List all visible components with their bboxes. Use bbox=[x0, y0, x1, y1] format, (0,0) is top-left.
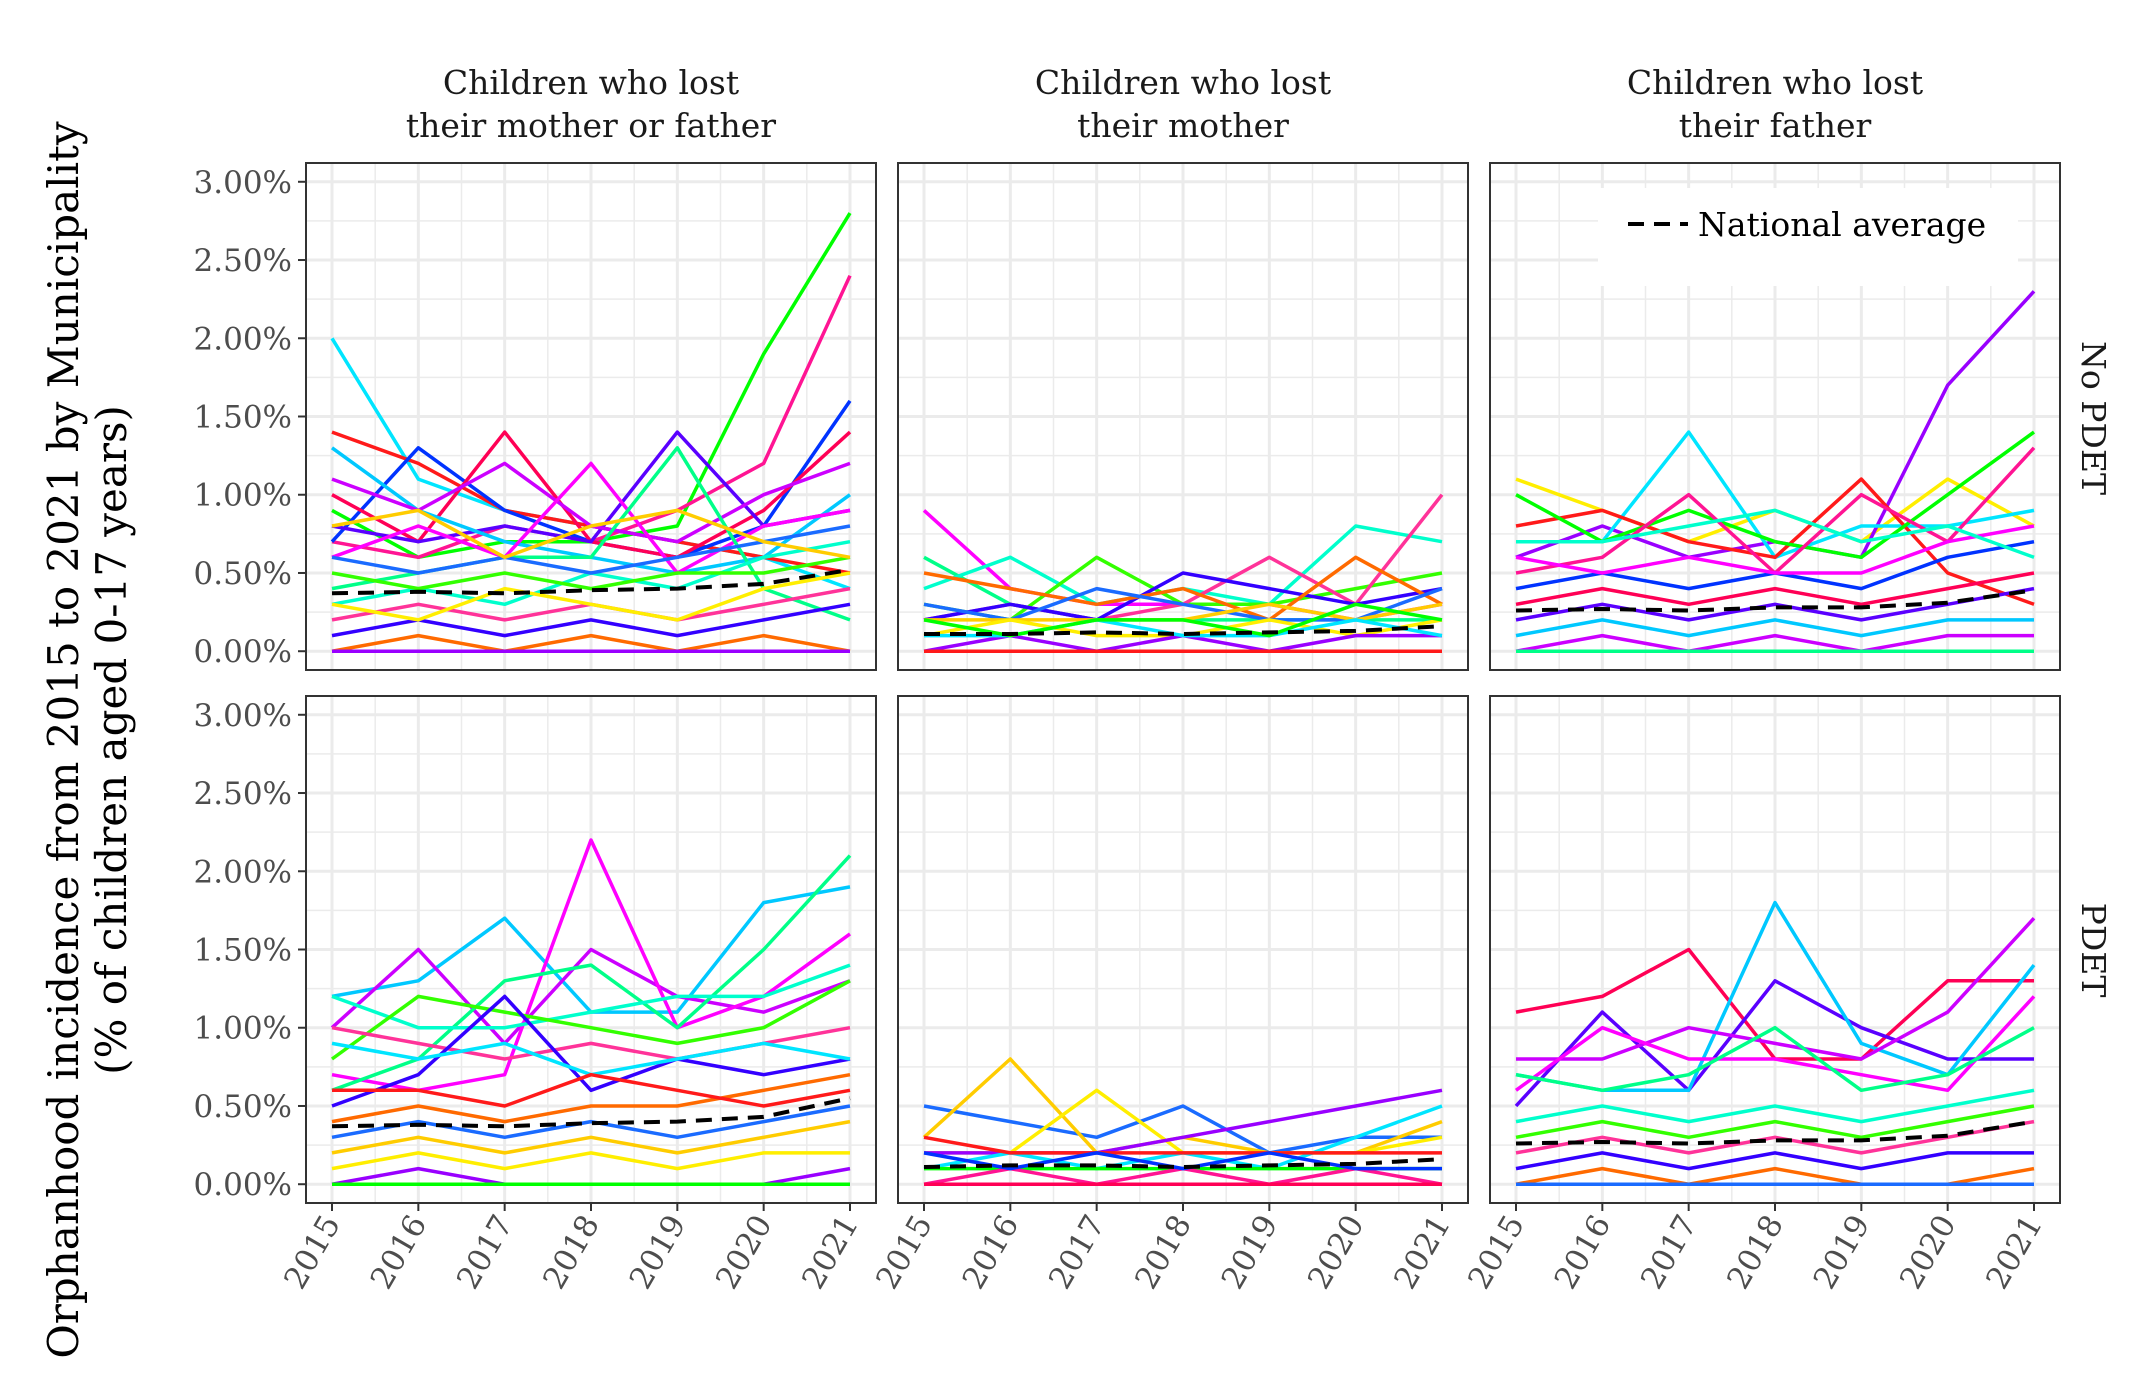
municipality-series-line bbox=[1515, 524, 2035, 575]
municipality-series-line bbox=[330, 947, 851, 1046]
facet-column-title-1-line-1: Children who lost bbox=[443, 63, 739, 102]
municipality-lines bbox=[1514, 900, 2036, 1186]
municipality-series-line bbox=[332, 1072, 851, 1108]
facet-column-title-2-line-1: Children who lost bbox=[1035, 63, 1331, 102]
municipality-series-line bbox=[1515, 1151, 2034, 1171]
y-tick-label: 0.00% bbox=[194, 634, 292, 670]
municipality-series-line bbox=[331, 1104, 851, 1140]
municipality-series-line bbox=[923, 555, 1443, 622]
municipality-series-line bbox=[331, 508, 851, 560]
municipality-lines bbox=[1515, 290, 2036, 653]
municipality-series-line bbox=[331, 555, 851, 591]
municipality-series-line bbox=[331, 963, 851, 1030]
y-tick-label: 1.00% bbox=[194, 478, 292, 514]
municipality-series-line bbox=[331, 1119, 851, 1155]
municipality-lines bbox=[330, 838, 852, 1186]
municipality-series-line bbox=[330, 979, 851, 1061]
municipality-series-line bbox=[331, 571, 851, 622]
y-tick-label: 3.00% bbox=[194, 165, 292, 201]
municipality-series-line bbox=[331, 633, 851, 653]
municipality-series-line bbox=[331, 994, 851, 1108]
panel-pdet-col-3: 2015 2016 2017 2018 2019 2020 2021 bbox=[1461, 695, 2061, 1295]
municipality-series-line bbox=[1515, 1088, 2035, 1124]
municipality-series-line bbox=[1515, 1025, 2035, 1093]
panel-no-pdet-col-2 bbox=[897, 162, 1469, 671]
facet-column-title-2-line-2: their mother bbox=[1077, 106, 1289, 145]
y-tick-label: 2.00% bbox=[194, 321, 292, 357]
municipality-series-line bbox=[1516, 917, 2036, 1061]
national-average-line bbox=[331, 567, 851, 596]
y-tick-label: 2.50% bbox=[194, 776, 292, 812]
panels: 0.00%0.50%1.00%1.50%2.00%2.50%3.00%0.00%… bbox=[194, 162, 2061, 1295]
panel-border bbox=[1489, 162, 2061, 671]
facet-row-title-no-pdet: No PDET bbox=[2074, 341, 2113, 495]
municipality-series-line bbox=[1514, 979, 2034, 1108]
y-axis-title-line-1: Orphanhood incidence from 2015 to 2021 b… bbox=[39, 121, 88, 1359]
legend-background bbox=[1598, 188, 2018, 286]
municipality-series-line bbox=[923, 1151, 1442, 1171]
municipality-series-line bbox=[1515, 618, 2034, 638]
municipality-series-line bbox=[331, 461, 851, 575]
y-tick-label: 1.50% bbox=[194, 400, 292, 436]
axis-labels: Orphanhood incidence from 2015 to 2021 b… bbox=[39, 63, 2113, 1359]
municipality-series-line bbox=[923, 1135, 1442, 1155]
municipality-series-line bbox=[331, 1072, 851, 1124]
y-tick-label: 3.00% bbox=[194, 698, 292, 734]
y-tick-label: 2.50% bbox=[194, 243, 292, 279]
municipality-series-line bbox=[1514, 995, 2036, 1093]
municipality-series-line bbox=[1515, 477, 2035, 606]
panel-pdet-col-1: 0.00%0.50%1.00%1.50%2.00%2.50%3.00%2015 2… bbox=[194, 695, 877, 1295]
y-tick-label: 0.50% bbox=[194, 1089, 292, 1125]
national-average-line bbox=[924, 624, 1443, 637]
national-average-line bbox=[1515, 1119, 2035, 1146]
municipality-series-line bbox=[331, 1151, 850, 1171]
y-tick-label: 0.50% bbox=[194, 556, 292, 592]
legend: National average bbox=[1598, 188, 2018, 286]
municipality-lines bbox=[922, 1057, 1443, 1186]
national-average-line bbox=[331, 1096, 851, 1129]
legend-label-national-average: National average bbox=[1698, 205, 1986, 244]
y-tick-label: 1.50% bbox=[194, 933, 292, 969]
municipality-lines bbox=[330, 212, 852, 653]
facet-column-title-3-line-2: their father bbox=[1679, 106, 1872, 145]
municipality-series-line bbox=[1515, 633, 2034, 653]
panel-no-pdet-col-1: 0.00% 0.50% 1.00% 1.50% 2.00% 2.50% 3.00% bbox=[194, 162, 877, 671]
municipality-series-line bbox=[1515, 1104, 2035, 1140]
panel-border bbox=[897, 162, 1469, 671]
y-tick-label: 0.00% bbox=[194, 1167, 292, 1203]
national-average-line bbox=[1515, 588, 2035, 613]
facet-column-title-3-line-1: Children who lost bbox=[1627, 63, 1923, 102]
y-axis-title-line-2: (% of children aged 0-17 years) bbox=[87, 405, 136, 1075]
facet-column-title-1-line-2: their mother or father bbox=[406, 106, 776, 145]
y-tick-label: 2.00% bbox=[194, 854, 292, 890]
municipality-lines bbox=[922, 493, 1444, 653]
national-average-line bbox=[923, 1157, 1443, 1170]
facet-row-title-pdet: PDET bbox=[2074, 903, 2113, 998]
y-tick-label: 1.00% bbox=[194, 1011, 292, 1047]
municipality-series-line bbox=[1516, 508, 2035, 559]
municipality-series-line bbox=[1515, 571, 2035, 607]
